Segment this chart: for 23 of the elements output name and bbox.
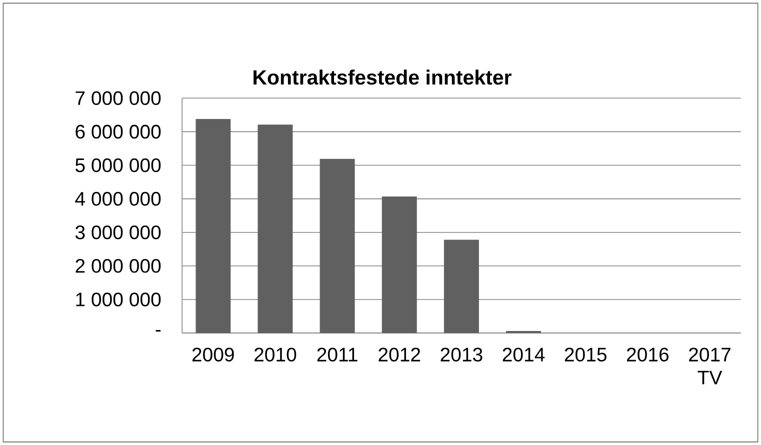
- chart-title: Kontraktsfestede inntekter: [254, 70, 512, 85]
- x-tick-label: 2017 TV: [689, 348, 730, 384]
- x-tick-label: 2011: [317, 348, 358, 362]
- y-tick-label: 7 000 000: [76, 91, 161, 105]
- x-tick-label: 2013: [440, 348, 482, 362]
- y-tick-label: 5 000 000: [76, 158, 161, 172]
- x-tick-label: 2010: [254, 348, 296, 362]
- x-tick-label: 2012: [378, 348, 420, 362]
- x-tick-label: 2009: [192, 348, 234, 362]
- bar: [258, 124, 293, 333]
- y-tick-label: 3 000 000: [75, 225, 161, 240]
- y-tick-label: 1 000 000: [76, 292, 161, 306]
- y-tick-label: 4 000 000: [75, 192, 161, 206]
- bar: [196, 118, 231, 333]
- y-tick-label: -: [156, 330, 161, 332]
- y-tick-label: 2 000 000: [76, 258, 161, 273]
- x-tick-label: 2016: [627, 348, 669, 362]
- y-tick-label: 6 000 000: [76, 124, 161, 139]
- x-tick-label: 2015: [564, 348, 606, 362]
- x-tick-label: 2014: [502, 348, 545, 362]
- bar: [320, 158, 355, 333]
- bar: [382, 196, 417, 333]
- bar: [444, 240, 479, 333]
